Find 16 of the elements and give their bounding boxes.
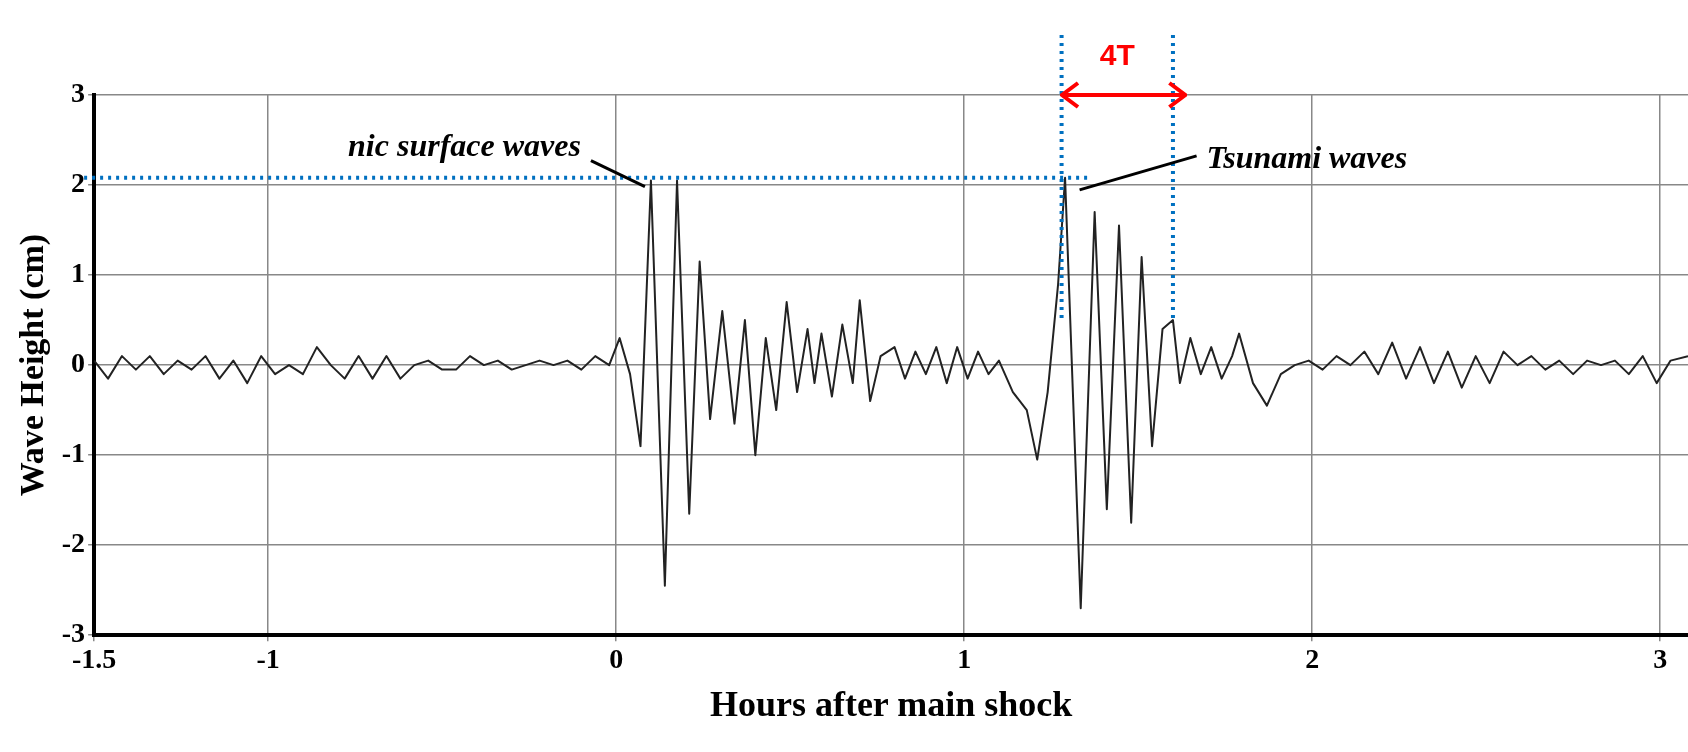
y-tick-label: 2: [71, 167, 86, 199]
y-tick-label: -1: [61, 437, 86, 469]
text: 4T: [1099, 38, 1135, 71]
y-tick-label: -2: [61, 527, 86, 559]
y-tick-label: 0: [71, 347, 86, 379]
y-axis-title: Wave Height (cm): [13, 233, 52, 497]
annotation: Tsunami waves: [1206, 138, 1408, 175]
x-tick-label: -1: [256, 643, 280, 675]
y-tick-label: 3: [71, 77, 86, 109]
x-axis-title: Hours after main shock: [709, 683, 1073, 724]
annotation: nic surface waves: [348, 126, 581, 163]
y-tick-label: 1: [71, 257, 86, 289]
x-tick-label: 0: [609, 643, 624, 675]
x-tick-label: 1: [957, 643, 972, 675]
x-tick-label: 2: [1305, 643, 1320, 675]
x-tick-label: 3: [1653, 643, 1668, 675]
